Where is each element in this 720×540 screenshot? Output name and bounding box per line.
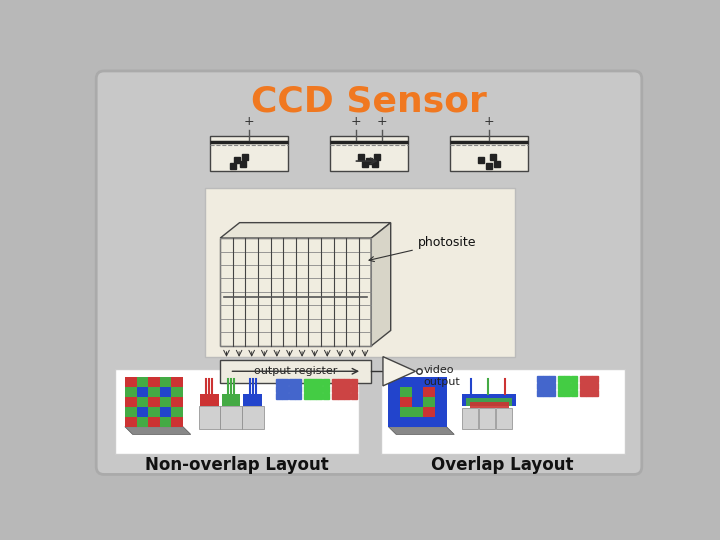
Bar [423,387,435,397]
Bar [435,397,446,407]
Bar [148,387,160,397]
Bar [160,377,171,387]
Polygon shape [125,427,191,434]
Bar [400,417,412,427]
Bar [462,408,477,429]
Bar [423,417,435,427]
Text: video
output: video output [423,365,460,387]
Bar [400,377,412,387]
FancyBboxPatch shape [96,71,642,475]
Bar [200,394,219,406]
Bar [479,408,495,429]
Text: CCD Sensor: CCD Sensor [251,85,487,119]
Bar [220,360,372,383]
Text: Non-overlap Layout: Non-overlap Layout [145,456,329,474]
Bar [148,417,160,427]
Polygon shape [388,427,454,434]
Bar [412,407,423,417]
Polygon shape [383,356,415,386]
Text: +: + [377,116,387,129]
Bar [388,377,400,387]
Bar [125,387,137,397]
Bar [125,397,137,407]
Bar [423,377,435,387]
Bar [469,402,508,408]
Bar [412,387,423,397]
Bar [125,407,137,417]
Bar [435,377,446,387]
Text: +: + [351,116,361,129]
Bar [137,407,148,417]
Bar [423,397,435,407]
Bar [160,397,171,407]
Bar [412,417,423,427]
Bar [125,417,137,427]
Bar [160,407,171,417]
Bar [137,387,148,397]
FancyBboxPatch shape [381,369,625,454]
Bar [148,397,160,407]
Polygon shape [220,222,391,238]
Bar [171,417,183,427]
Bar [160,417,171,427]
Bar [462,394,516,406]
Bar [435,387,446,397]
Bar [412,377,423,387]
Bar [137,417,148,427]
Bar [222,394,240,406]
Bar [466,398,513,406]
Text: +: + [484,116,495,129]
Text: photosite: photosite [369,236,477,261]
Polygon shape [372,222,391,346]
Bar [400,397,412,407]
Bar [242,406,264,429]
Bar [388,407,400,417]
Bar [243,394,262,406]
Bar [496,408,512,429]
Text: Overlap Layout: Overlap Layout [431,456,574,474]
Bar [220,406,242,429]
Bar [204,188,515,357]
Bar [400,387,412,397]
Bar [125,377,137,387]
Bar [330,136,408,171]
Bar [412,397,423,407]
Bar [210,136,287,171]
Bar [137,397,148,407]
Bar [435,417,446,427]
Bar [148,377,160,387]
Text: +: + [243,116,254,129]
Bar [199,406,220,429]
Bar [148,407,160,417]
Bar [388,397,400,407]
Text: output register: output register [254,366,338,376]
Bar [171,397,183,407]
Bar [400,407,412,417]
Bar [171,407,183,417]
Bar [435,407,446,417]
Bar [171,377,183,387]
Bar [423,407,435,417]
Bar [388,387,400,397]
Bar [388,417,400,427]
Bar [451,136,528,171]
Bar [171,387,183,397]
Bar [220,238,372,346]
Bar [160,387,171,397]
FancyBboxPatch shape [114,369,359,454]
Bar [137,377,148,387]
